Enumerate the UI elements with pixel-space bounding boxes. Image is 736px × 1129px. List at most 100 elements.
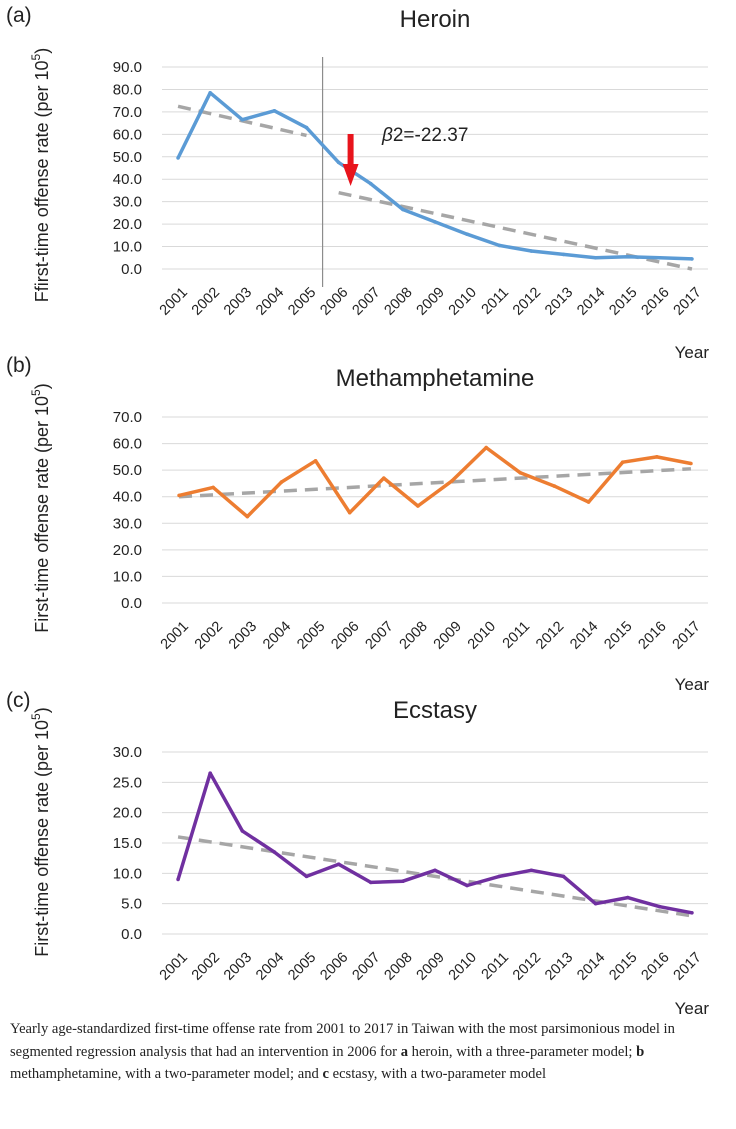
data-point: [561, 252, 566, 257]
data-point: [497, 243, 502, 248]
chart-title: Methamphetamine: [336, 365, 535, 392]
data-point: [240, 117, 245, 122]
x-tick-label: 2017: [670, 619, 704, 653]
x-tick-label: 2007: [363, 619, 397, 653]
data-point: [658, 904, 662, 909]
x-axis-title: Year: [675, 343, 710, 362]
x-tick-label: 2006: [317, 950, 351, 984]
data-point: [368, 181, 373, 186]
x-tick-label: 2016: [639, 285, 673, 319]
figure: (a) Heroin0.010.020.030.040.050.060.070.0…: [6, 4, 709, 1018]
x-tick-label: 2001: [158, 619, 192, 653]
data-point: [177, 493, 181, 498]
x-tick-label: 2016: [639, 950, 673, 984]
y-tick-label: 10.0: [113, 239, 142, 256]
x-axis-title: Year: [675, 675, 710, 694]
x-tick-label: 2014: [574, 950, 608, 984]
y-tick-label: 60.0: [113, 126, 142, 143]
data-point: [240, 829, 245, 833]
x-tick-label: 2006: [328, 619, 362, 653]
caption-label-c: c: [322, 1066, 329, 1082]
data-point: [593, 901, 598, 906]
y-tick-label: 90.0: [113, 59, 142, 76]
chart-panel-2: (c) Ecstasy 0.0 5.0 10.0 15.0 20.0 25.0 30.0 2001…: [6, 689, 709, 1018]
y-tick-label: 30.0: [113, 194, 142, 211]
caption-label-b: b: [636, 1043, 645, 1060]
data-point: [518, 471, 523, 475]
x-tick-label: 2002: [189, 950, 223, 984]
data-point: [313, 459, 318, 463]
y-tick-label: 30.0: [113, 744, 142, 761]
observed-series-line: [176, 91, 692, 261]
x-tick-label: 2010: [465, 619, 499, 653]
chart-panel-0: (a) Heroin 0.0 10.0 20.0 30.0 40.0 50.0 60.0 70.0…: [6, 4, 709, 362]
data-point: [368, 880, 373, 885]
data-point: [690, 257, 694, 261]
x-tick-label: 2017: [671, 950, 705, 984]
y-tick-label: 50.0: [113, 149, 142, 166]
x-tick-label: 2012: [533, 619, 567, 653]
data-point: [593, 255, 598, 260]
caption-text-1: Yearly age-standardized first-time offen…: [10, 1021, 675, 1060]
data-point: [586, 500, 591, 504]
x-tick-label: 2017: [671, 285, 705, 319]
y-axis-title-close: ): [32, 707, 52, 713]
x-tick-label: 2012: [510, 285, 544, 319]
y-axis-title-superscript: 5: [29, 713, 43, 720]
y-tick-label: 30.0: [113, 515, 142, 532]
x-tick-label: 2005: [285, 950, 319, 984]
data-point: [450, 478, 454, 483]
y-axis-title-text: First-time offense rate (per 10: [32, 720, 52, 957]
y-axis-title: First-time offense rate (per 105): [29, 707, 52, 956]
intervention-arrow-head: [342, 164, 359, 186]
y-axis-title-text: Ffirst-time offense rate (per 10: [32, 60, 52, 302]
data-point: [433, 220, 437, 224]
figure-caption: Yearly age-standardized first-time offen…: [10, 1018, 726, 1086]
data-point: [620, 460, 625, 464]
y-tick-label: 40.0: [113, 171, 142, 188]
caption-text-3: methamphetamine, with a two-parameter mo…: [10, 1066, 323, 1082]
x-tick-label: 2008: [382, 950, 416, 984]
x-tick-label: 2003: [226, 619, 260, 653]
y-tick-label: 10.0: [113, 568, 142, 585]
data-point: [658, 255, 662, 260]
y-axis-title-close: ): [32, 48, 52, 54]
caption-text-4: ecstasy, with a two-parameter model: [328, 1066, 547, 1082]
x-tick-label: 2016: [636, 619, 670, 653]
data-point: [465, 232, 469, 237]
data-point: [401, 879, 405, 884]
data-point: [497, 874, 502, 879]
y-tick-label: 0.0: [121, 261, 142, 278]
x-tick-label: 2011: [479, 950, 512, 983]
y-axis-title-text: First-time offense rate (per 10: [32, 396, 52, 633]
x-tick-label: 2012: [510, 950, 544, 984]
y-tick-label: 10.0: [113, 865, 142, 882]
x-axis-title: Year: [675, 999, 710, 1018]
x-tick-label: 2002: [192, 619, 226, 653]
data-point: [176, 877, 180, 882]
y-tick-label: 40.0: [113, 489, 142, 506]
x-tick-label: 2011: [500, 619, 533, 652]
data-point: [655, 455, 659, 459]
x-tick-label: 2006: [317, 285, 351, 319]
data-point: [304, 125, 309, 130]
x-tick-label: 2001: [157, 285, 191, 319]
data-point: [279, 480, 284, 484]
y-axis-title: Ffirst-time offense rate (per 105): [29, 48, 52, 302]
x-tick-label: 2005: [285, 285, 319, 319]
panel-label: (a): [6, 4, 32, 27]
y-axis-title: First-time offense rate (per 105): [29, 383, 52, 632]
x-tick-label: 2005: [294, 619, 328, 653]
panel-label: (b): [6, 354, 32, 377]
chart-title: Heroin: [400, 6, 471, 33]
chart-panel-1: (b) Methamphetamine 0.0 10.0 20.0 30.0 40.0 50.…: [6, 354, 709, 694]
y-tick-label: 5.0: [121, 896, 142, 913]
data-point: [484, 445, 488, 450]
y-tick-label: 15.0: [113, 835, 142, 852]
x-tick-label: 2002: [189, 285, 223, 319]
observed-series-line: [178, 445, 692, 519]
y-tick-label: 0.0: [121, 595, 142, 612]
fitted-trend-line: [177, 835, 693, 918]
data-point: [208, 91, 212, 95]
data-point: [336, 862, 341, 867]
